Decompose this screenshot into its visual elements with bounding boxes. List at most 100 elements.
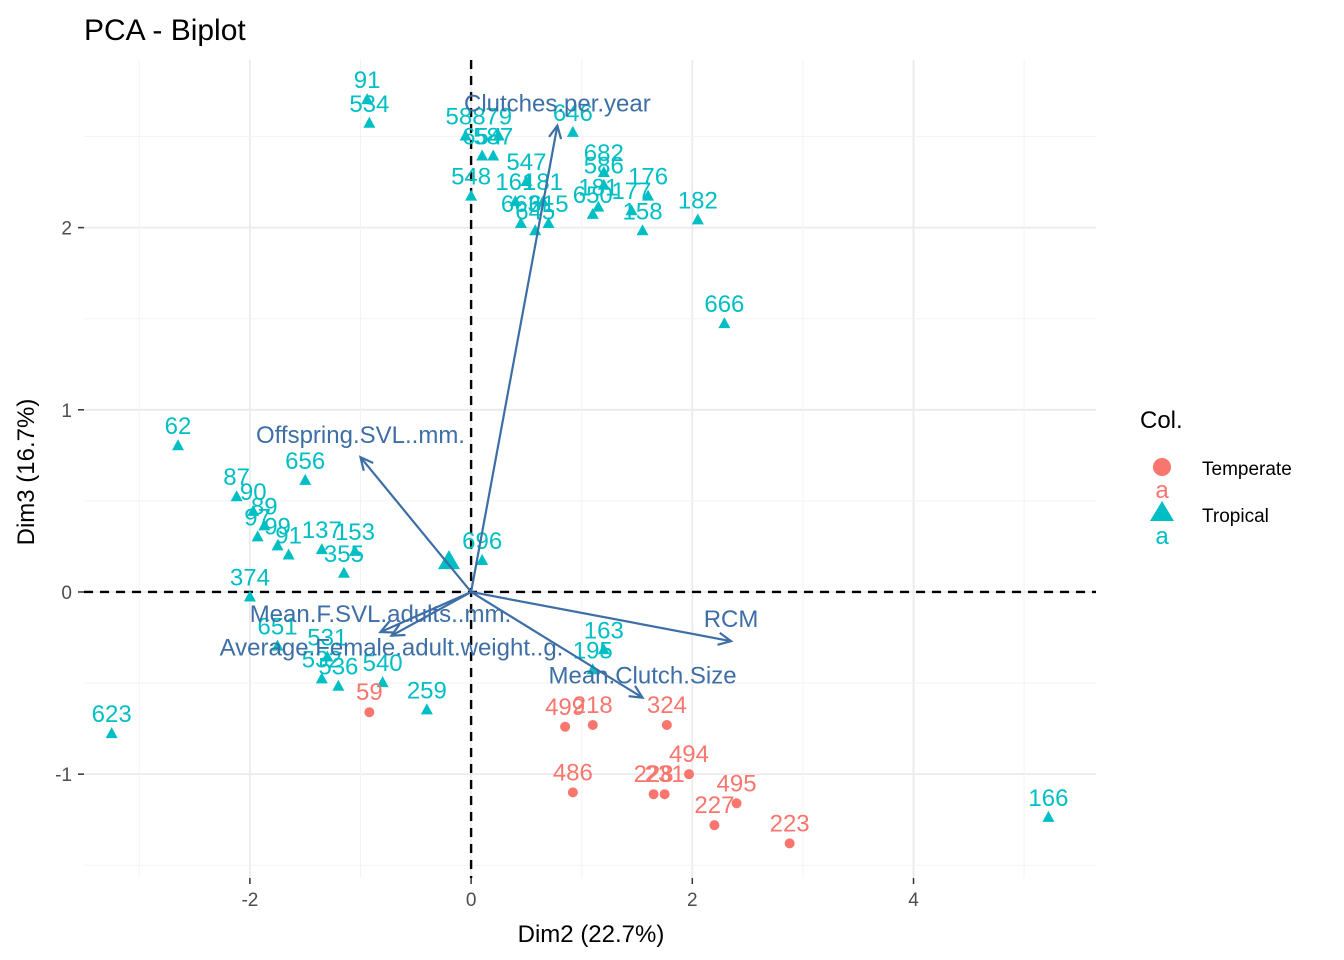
variable-label: Offspring.SVL..mm.	[256, 422, 465, 449]
y-tick-label: 2	[61, 219, 72, 240]
point-tropical	[299, 473, 312, 485]
point-tropical	[247, 504, 260, 516]
variable-arrow-head	[389, 623, 406, 637]
point-tropical	[332, 679, 345, 691]
variable-label: RCM	[704, 606, 759, 633]
point-label: 656	[285, 448, 325, 475]
point-tropical	[476, 554, 489, 566]
legend-key-tropical-triangle	[1150, 501, 1174, 521]
legend-title: Col.	[1140, 407, 1183, 434]
point-tropical	[376, 676, 389, 688]
variable-label: Clutches.per.year	[464, 91, 651, 118]
point-tropical	[492, 129, 505, 141]
point-temperate	[784, 838, 795, 849]
y-tick-label: 1	[61, 401, 72, 422]
point-temperate	[661, 719, 672, 730]
point-label: 374	[230, 564, 270, 591]
point-tropical	[718, 317, 731, 329]
point-tropical	[315, 672, 328, 684]
point-label: 682	[584, 140, 624, 167]
point-tropical	[465, 189, 478, 201]
axis-ticks: -2 0 2 4 -1 0 1 2	[55, 219, 919, 911]
point-tropical	[172, 439, 185, 451]
point-label: 536	[318, 654, 358, 681]
point-label: 532	[302, 646, 342, 673]
x-tick-label: -2	[241, 890, 258, 911]
x-tick-label: 0	[466, 890, 477, 911]
y-tick-label: -1	[55, 765, 72, 786]
point-tropical	[105, 727, 118, 739]
point-temperate	[659, 789, 670, 800]
point-label: 227	[694, 792, 734, 819]
point-label: 494	[669, 741, 709, 768]
point-label: 548	[451, 164, 491, 191]
point-tropical	[420, 703, 433, 715]
point-tropical	[361, 93, 374, 105]
point-label: 499	[545, 694, 585, 721]
legend-label-temperate: Temperate	[1202, 459, 1292, 480]
point-temperate	[648, 789, 659, 800]
point-tropical	[476, 149, 489, 161]
point-label: 177	[611, 178, 651, 205]
point-label: 259	[407, 677, 447, 704]
point-tropical	[586, 663, 599, 675]
point-label: 495	[717, 770, 757, 797]
point-tropical	[597, 165, 610, 177]
variable-arrow-shaft	[470, 591, 644, 699]
point-label: 666	[704, 291, 744, 318]
legend: Col. a Temperate a Tropical	[1140, 407, 1292, 550]
point-label: 355	[324, 541, 364, 568]
point-label: 588	[446, 104, 486, 131]
variable-arrows: Clutches.per.year Offspring.SVL..mm. Mean.…	[220, 91, 759, 699]
point-label: 90	[240, 479, 267, 506]
point-label: 231	[645, 761, 685, 788]
point-label: 87	[223, 464, 250, 491]
point-tropical	[487, 149, 500, 161]
point-tropical	[520, 175, 533, 187]
point-label: 218	[573, 692, 613, 719]
point-tropical	[258, 519, 271, 531]
variable-arrow-head	[548, 123, 563, 140]
point-label: 615	[529, 191, 569, 218]
point-tropical	[586, 207, 599, 219]
variable-arrow-head	[358, 455, 374, 472]
point-label: 531	[307, 625, 347, 652]
point-tropical	[542, 216, 555, 228]
legend-key-temperate-text: a	[1155, 477, 1169, 504]
point-label: 547	[506, 149, 546, 176]
point-label: 91	[275, 523, 302, 550]
point-tropical	[597, 643, 610, 655]
point-temperate	[364, 707, 375, 718]
variable-label: Mean.F.SVL.adults..mm.	[250, 601, 511, 628]
point-label: 161	[495, 169, 535, 196]
legend-key-tropical-text: a	[1155, 523, 1169, 550]
point-tropical	[509, 195, 522, 207]
variable-arrow-shaft	[470, 125, 559, 593]
legend-label-tropical: Tropical	[1202, 506, 1269, 527]
x-tick-label: 4	[908, 890, 919, 911]
point-label: 181	[578, 175, 618, 202]
point-label: 181	[523, 169, 563, 196]
point-label: 195	[573, 637, 613, 664]
point-label: 176	[628, 164, 668, 191]
point-label: 540	[363, 650, 403, 677]
point-label: 158	[623, 198, 663, 225]
point-tropical	[625, 204, 638, 216]
point-label: 324	[647, 692, 687, 719]
point-tropical	[243, 590, 256, 602]
y-tick-label: 0	[61, 583, 72, 604]
point-label: 228	[634, 761, 674, 788]
variable-arrow-shaft	[470, 590, 732, 643]
x-axis-title: Dim2 (22.7%)	[518, 921, 665, 948]
tropical-centroid-marker	[437, 550, 460, 570]
point-label: 223	[770, 810, 810, 837]
point-temperate	[587, 719, 598, 730]
point-tropical	[337, 566, 350, 578]
point-label: 79	[485, 104, 512, 131]
point-label: 650	[573, 182, 613, 209]
variable-arrow-head	[378, 620, 395, 634]
point-temperate	[560, 721, 571, 732]
